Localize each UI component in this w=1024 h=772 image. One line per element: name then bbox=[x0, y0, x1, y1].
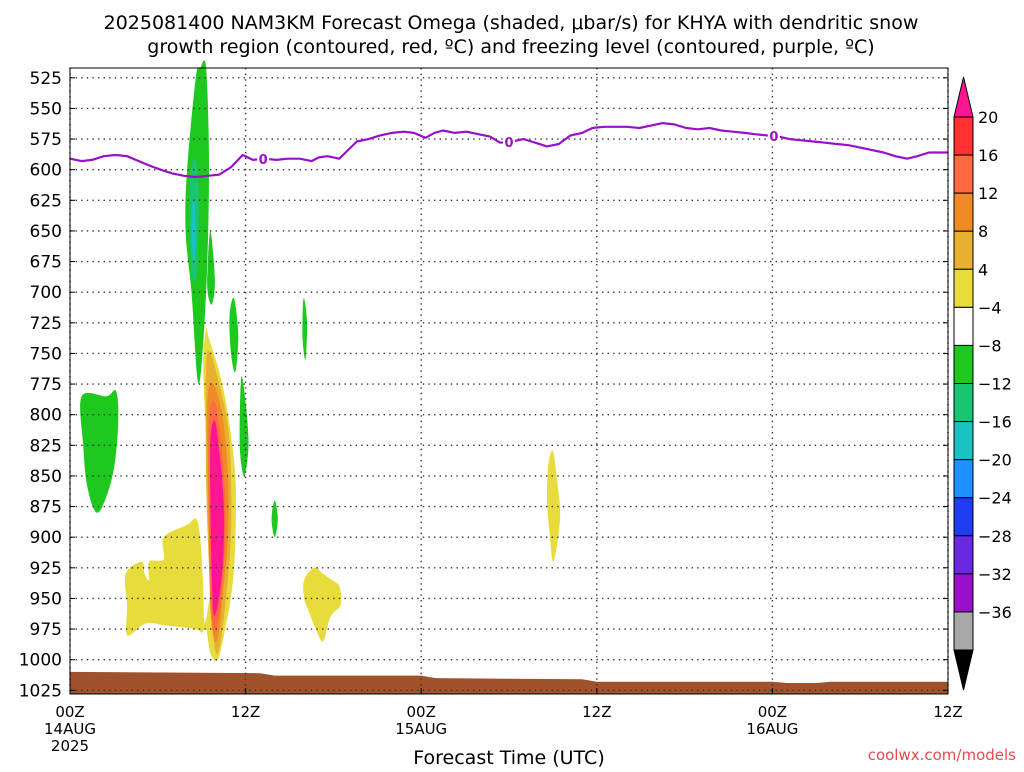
freezing-label-1: 0 bbox=[259, 153, 268, 168]
y-tick-label-950: 950 bbox=[30, 589, 62, 609]
y-tick-label-725: 725 bbox=[30, 314, 62, 334]
colorbar-label-12: −28 bbox=[978, 527, 1012, 546]
y-tick-label-900: 900 bbox=[30, 528, 62, 548]
x-tick-label-36-1: 12Z bbox=[582, 703, 611, 721]
colorbar-bin-16 bbox=[953, 649, 974, 691]
colorbar-bin-9 bbox=[953, 383, 974, 423]
freezing-level-contour: 0 0 0 bbox=[69, 122, 948, 179]
colorbar-label-2: 16 bbox=[978, 146, 998, 165]
x-tick-label-24-2: 15AUG bbox=[395, 720, 447, 738]
colorbar-bin-7 bbox=[953, 306, 974, 346]
colorbar-label-9: −16 bbox=[978, 413, 1012, 432]
freezing-label-3: 0 bbox=[769, 130, 778, 145]
colorbar-bin-1 bbox=[953, 76, 974, 118]
terrain-fill bbox=[70, 671, 948, 694]
chart-title-line-2: growth region (contoured, red, ºC) and f… bbox=[147, 36, 874, 58]
terrain-area bbox=[70, 671, 948, 694]
y-tick-label-525: 525 bbox=[30, 69, 62, 89]
colorbar-bin-13 bbox=[953, 535, 974, 575]
x-axis-label: Forecast Time (UTC) bbox=[413, 747, 604, 768]
y-tick-label-1025: 1025 bbox=[19, 681, 62, 701]
x-tick-label-12-1: 12Z bbox=[231, 703, 260, 721]
freezing-level-line bbox=[69, 122, 948, 179]
freezing-label-bg-2 bbox=[503, 133, 515, 149]
colorbar-bin-5 bbox=[953, 230, 974, 270]
freezing-label-bg-1 bbox=[257, 150, 270, 166]
y-tick-label-975: 975 bbox=[30, 620, 62, 640]
omega-shading bbox=[80, 60, 561, 662]
x-tick-label-0-2: 14AUG bbox=[44, 720, 96, 738]
colorbar-bin-11 bbox=[953, 459, 974, 499]
x-tick-label-24-1: 00Z bbox=[407, 703, 436, 721]
y-tick-label-750: 750 bbox=[30, 344, 62, 364]
plot-frame bbox=[69, 67, 949, 695]
x-tick-label-0-1: 00Z bbox=[55, 703, 84, 721]
y-tick-label-650: 650 bbox=[30, 222, 62, 242]
y-tick-label-825: 825 bbox=[30, 436, 62, 456]
colorbar-bin-15 bbox=[953, 611, 974, 651]
y-tick-label-925: 925 bbox=[30, 559, 62, 579]
y-tick-label-625: 625 bbox=[30, 191, 62, 211]
x-tick-label-60-1: 12Z bbox=[933, 703, 962, 721]
omega-region-5 bbox=[229, 297, 239, 373]
freezing-label-bg-3 bbox=[767, 128, 780, 144]
colorbar-label-4: 8 bbox=[978, 222, 988, 241]
y-tick-label-675: 675 bbox=[30, 253, 62, 273]
omega-region-9 bbox=[80, 389, 119, 513]
y-tick-label-1000: 1000 bbox=[19, 651, 62, 671]
y-tick-label-800: 800 bbox=[30, 406, 62, 426]
colorbar-bin-2 bbox=[953, 116, 974, 156]
y-tick-label-600: 600 bbox=[30, 161, 62, 181]
omega-region-4 bbox=[207, 230, 215, 305]
colorbar-label-5: 4 bbox=[978, 260, 988, 279]
omega-region-14 bbox=[210, 420, 225, 616]
colorbar-bin-10 bbox=[953, 421, 974, 461]
y-tick-label-875: 875 bbox=[30, 498, 62, 518]
colorbar-label-8: −12 bbox=[978, 375, 1012, 394]
colorbar-label-7: −8 bbox=[978, 336, 1002, 355]
y-tick-label-850: 850 bbox=[30, 467, 62, 487]
omega-region-7 bbox=[302, 297, 308, 361]
chart-title-line-1: 2025081400 NAM3KM Forecast Omega (shaded… bbox=[104, 12, 919, 34]
colorbar-label-11: −24 bbox=[978, 489, 1012, 508]
colorbar-label-1: 20 bbox=[978, 108, 998, 127]
y-axis: 525 550 575 600 625 650 675 700 725 750 775 800 825 8… bbox=[19, 69, 948, 701]
colorbar-bin-3 bbox=[953, 154, 974, 194]
colorbar-bin-6 bbox=[953, 268, 974, 308]
gridlines bbox=[69, 68, 949, 694]
colorbar-bin-4 bbox=[953, 192, 974, 232]
colorbar-label-14: −36 bbox=[978, 603, 1012, 622]
colorbar-label-13: −32 bbox=[978, 565, 1012, 584]
omega-region-6 bbox=[239, 376, 249, 476]
omega-region-8 bbox=[271, 500, 278, 538]
colorbar-bin-8 bbox=[953, 344, 974, 384]
x-tick-label-48-2: 16AUG bbox=[746, 720, 798, 738]
y-tick-label-775: 775 bbox=[30, 375, 62, 395]
omega-region-15 bbox=[303, 567, 342, 642]
colorbar-bin-14 bbox=[953, 573, 974, 613]
colorbar-label-6: −4 bbox=[978, 298, 1002, 317]
x-tick-label-48-1: 00Z bbox=[758, 703, 787, 721]
freezing-label-2: 0 bbox=[504, 136, 513, 151]
credit-text[interactable]: coolwx.com/models bbox=[868, 746, 1016, 764]
colorbar-label-3: 12 bbox=[978, 184, 998, 203]
y-tick-label-575: 575 bbox=[30, 130, 62, 150]
omega-region-16 bbox=[546, 450, 561, 562]
y-tick-label-550: 550 bbox=[30, 99, 62, 119]
colorbar: 20 16 12 8 4 −4 −8 −12 −16 −20 −24 −28 −32 −36 bbox=[953, 76, 1012, 691]
colorbar-bin-12 bbox=[953, 497, 974, 537]
y-tick-label-700: 700 bbox=[30, 283, 62, 303]
colorbar-label-10: −20 bbox=[978, 451, 1012, 470]
x-tick-label-0-3: 2025 bbox=[51, 737, 89, 755]
